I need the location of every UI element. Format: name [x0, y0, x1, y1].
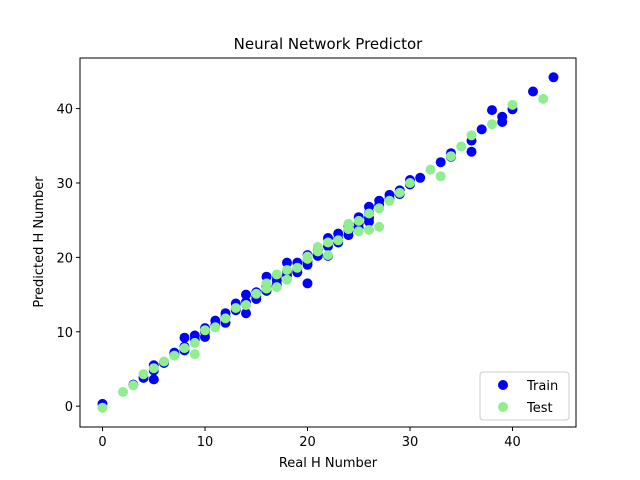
point-test-36 [374, 221, 385, 232]
point-train-64 [364, 216, 374, 227]
point-test-35 [364, 208, 374, 219]
point-train-83 [497, 117, 508, 127]
point-train-9 [179, 332, 190, 343]
y-tick-label-2: 20 [56, 251, 73, 266]
point-test-11 [210, 322, 221, 333]
point-test-2 [128, 380, 139, 391]
point-test-18 [271, 282, 282, 293]
point-test-17 [261, 283, 272, 294]
point-test-28 [323, 250, 333, 261]
legend-label-test: Test [526, 401, 553, 416]
point-test-4 [148, 363, 159, 374]
point-train-45 [302, 278, 313, 289]
chart-title: Neural Network Predictor [234, 35, 423, 53]
point-test-26 [312, 246, 323, 257]
point-test-46 [487, 119, 497, 130]
point-train-85 [528, 86, 538, 97]
point-test-27 [323, 237, 333, 248]
point-test-43 [446, 151, 456, 162]
point-test-19 [271, 269, 282, 280]
point-test-34 [364, 224, 374, 235]
point-test-10 [200, 325, 210, 336]
point-test-3 [138, 369, 149, 380]
plot-points [97, 72, 559, 413]
point-test-0 [97, 402, 108, 413]
point-test-7 [179, 343, 190, 354]
y-axis-ticks: 0 10 20 30 40 [56, 103, 80, 415]
point-train-75 [435, 157, 446, 168]
point-test-9 [189, 337, 200, 348]
point-train-80 [476, 124, 487, 135]
point-test-45 [466, 130, 477, 141]
point-test-44 [456, 141, 467, 152]
point-test-47 [507, 99, 518, 110]
y-tick-label-0: 0 [65, 400, 73, 415]
point-test-42 [435, 171, 446, 182]
point-test-6 [169, 350, 180, 361]
point-test-29 [333, 235, 344, 246]
point-test-32 [353, 226, 364, 237]
plot-frame [79, 57, 577, 428]
point-test-15 [251, 288, 262, 299]
x-tick-label-3: 30 [402, 435, 419, 450]
point-train-86 [548, 72, 559, 83]
y-axis-label: Predicted H Number [32, 176, 47, 308]
point-train-25 [241, 289, 251, 300]
point-train-74 [415, 172, 426, 183]
point-test-24 [302, 251, 313, 262]
y-tick-label-1: 10 [56, 326, 73, 341]
point-test-39 [394, 187, 405, 198]
legend-marker-test [498, 402, 508, 412]
legend-marker-train [498, 380, 508, 390]
point-test-8 [189, 349, 200, 360]
y-tick-label-4: 40 [56, 103, 73, 118]
point-test-1 [118, 387, 128, 397]
x-tick-label-1: 10 [197, 435, 214, 450]
legend: Train Test [479, 371, 570, 421]
point-test-14 [241, 300, 251, 310]
point-test-33 [353, 215, 364, 226]
x-tick-label-0: 0 [98, 435, 106, 450]
x-tick-label-4: 40 [504, 435, 521, 450]
point-test-38 [384, 195, 395, 206]
y-tick-label-3: 30 [56, 177, 73, 192]
x-axis-label: Real H Number [279, 456, 378, 471]
point-test-48 [538, 93, 549, 104]
point-test-31 [343, 218, 354, 229]
point-train-4 [148, 374, 159, 385]
point-test-21 [282, 274, 292, 285]
point-train-26 [241, 308, 251, 319]
point-train-81 [487, 105, 497, 116]
x-axis-ticks: 0 10 20 30 40 [98, 427, 521, 450]
point-train-38 [282, 257, 292, 268]
point-train-79 [466, 146, 477, 157]
point-test-13 [230, 303, 241, 313]
point-test-37 [374, 203, 385, 214]
x-tick-label-2: 20 [299, 435, 316, 450]
point-test-20 [282, 265, 292, 275]
point-test-40 [405, 178, 415, 188]
point-test-5 [159, 356, 169, 367]
legend-label-train: Train [526, 379, 558, 394]
point-test-41 [425, 164, 436, 175]
point-train-13 [189, 330, 200, 341]
point-test-12 [220, 313, 231, 324]
point-test-22 [292, 262, 303, 273]
